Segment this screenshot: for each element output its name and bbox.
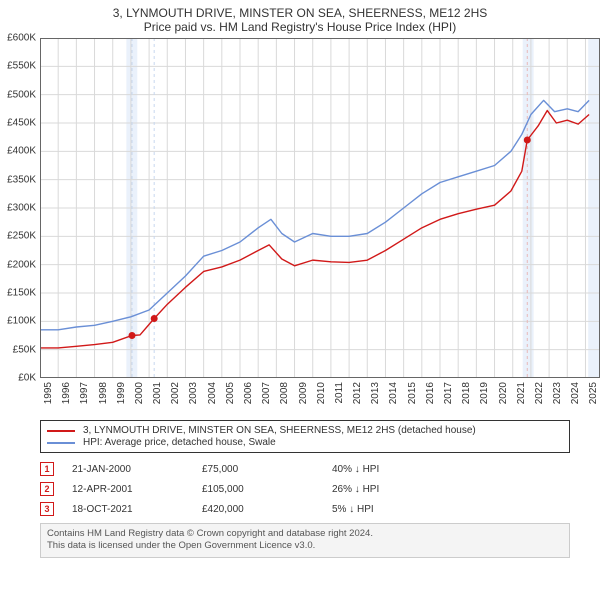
sale-price: £105,000 <box>202 484 332 495</box>
title-block: 3, LYNMOUTH DRIVE, MINSTER ON SEA, SHEER… <box>4 6 596 34</box>
sale-index-box: 2 <box>40 482 54 496</box>
x-tick-label: 2000 <box>134 382 145 404</box>
sale-diff: 5% ↓ HPI <box>332 504 570 515</box>
x-tick-label: 2021 <box>516 382 527 404</box>
x-tick-label: 2001 <box>152 382 163 404</box>
x-tick-label: 2025 <box>588 382 599 404</box>
x-tick-label: 2007 <box>261 382 272 404</box>
y-tick-label: £600K <box>2 33 36 44</box>
x-tick-label: 1995 <box>43 382 54 404</box>
legend-item: HPI: Average price, detached house, Swal… <box>47 437 563 448</box>
legend: 3, LYNMOUTH DRIVE, MINSTER ON SEA, SHEER… <box>40 420 570 453</box>
x-tick-label: 2012 <box>352 382 363 404</box>
y-tick-label: £300K <box>2 203 36 214</box>
x-tick-label: 2006 <box>243 382 254 404</box>
sale-price: £420,000 <box>202 504 332 515</box>
legend-swatch <box>47 430 75 432</box>
x-tick-label: 2014 <box>388 382 399 404</box>
x-tick-label: 2016 <box>425 382 436 404</box>
plot-svg <box>40 38 600 378</box>
x-tick-label: 2013 <box>370 382 381 404</box>
legend-label: 3, LYNMOUTH DRIVE, MINSTER ON SEA, SHEER… <box>83 425 476 436</box>
legend-item: 3, LYNMOUTH DRIVE, MINSTER ON SEA, SHEER… <box>47 425 563 436</box>
x-tick-label: 2003 <box>188 382 199 404</box>
y-tick-label: £550K <box>2 61 36 72</box>
x-tick-label: 1999 <box>116 382 127 404</box>
x-tick-label: 2019 <box>479 382 490 404</box>
sale-diff: 26% ↓ HPI <box>332 484 570 495</box>
y-tick-label: £100K <box>2 316 36 327</box>
sale-index-box: 1 <box>40 462 54 476</box>
x-tick-label: 1996 <box>61 382 72 404</box>
sale-index-box: 3 <box>40 502 54 516</box>
x-tick-label: 2010 <box>316 382 327 404</box>
x-tick-label: 2005 <box>225 382 236 404</box>
sale-row: 3 18-OCT-2021£420,0005% ↓ HPI <box>40 499 570 519</box>
sale-date: 21-JAN-2000 <box>72 464 202 475</box>
chart-container: 3, LYNMOUTH DRIVE, MINSTER ON SEA, SHEER… <box>0 0 600 562</box>
sale-date: 18-OCT-2021 <box>72 504 202 515</box>
plot-area: £0K£50K£100K£150K£200K£250K£300K£350K£40… <box>40 38 600 414</box>
y-tick-label: £400K <box>2 146 36 157</box>
legend-label: HPI: Average price, detached house, Swal… <box>83 437 276 448</box>
sale-row: 1 21-JAN-2000£75,00040% ↓ HPI <box>40 459 570 479</box>
title-line2: Price paid vs. HM Land Registry's House … <box>4 20 596 34</box>
y-tick-label: £50K <box>2 344 36 355</box>
y-tick-label: £200K <box>2 259 36 270</box>
x-tick-label: 2002 <box>170 382 181 404</box>
x-tick-label: 2023 <box>552 382 563 404</box>
sale-date: 12-APR-2001 <box>72 484 202 495</box>
x-tick-label: 2018 <box>461 382 472 404</box>
sales-table: 1 21-JAN-2000£75,00040% ↓ HPI 2 12-APR-2001… <box>40 459 570 519</box>
sale-price: £75,000 <box>202 464 332 475</box>
x-tick-label: 1998 <box>98 382 109 404</box>
x-tick-label: 2011 <box>334 382 345 404</box>
title-line1: 3, LYNMOUTH DRIVE, MINSTER ON SEA, SHEER… <box>4 6 596 20</box>
x-tick-label: 2020 <box>498 382 509 404</box>
x-tick-label: 2009 <box>298 382 309 404</box>
y-tick-label: £0K <box>2 373 36 384</box>
footnote: Contains HM Land Registry data © Crown c… <box>40 523 570 558</box>
x-tick-label: 2022 <box>534 382 545 404</box>
footnote-line1: Contains HM Land Registry data © Crown c… <box>47 528 563 540</box>
sale-row: 2 12-APR-2001£105,00026% ↓ HPI <box>40 479 570 499</box>
y-tick-label: £450K <box>2 118 36 129</box>
sale-diff: 40% ↓ HPI <box>332 464 570 475</box>
y-tick-label: £250K <box>2 231 36 242</box>
x-tick-label: 2004 <box>207 382 218 404</box>
footnote-line2: This data is licensed under the Open Gov… <box>47 540 563 552</box>
y-tick-label: £500K <box>2 89 36 100</box>
x-tick-label: 1997 <box>79 382 90 404</box>
y-tick-label: £150K <box>2 288 36 299</box>
x-tick-label: 2015 <box>407 382 418 404</box>
legend-swatch <box>47 442 75 444</box>
x-tick-label: 2008 <box>279 382 290 404</box>
x-tick-label: 2024 <box>570 382 581 404</box>
x-tick-label: 2017 <box>443 382 454 404</box>
y-tick-label: £350K <box>2 174 36 185</box>
